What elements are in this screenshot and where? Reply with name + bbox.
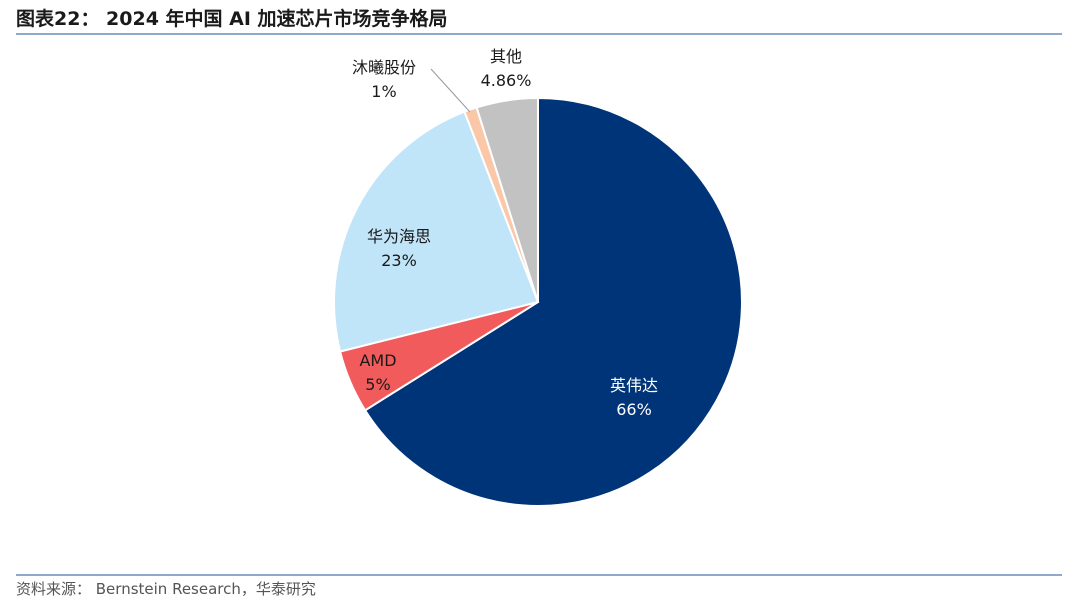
slice-value-label: 23% bbox=[381, 251, 417, 270]
slice-value-label: 66% bbox=[616, 400, 652, 419]
data-labels: 英伟达 66% AMD 5% 华为海思 23% 沐曦股份 1% 其他 4.86% bbox=[352, 47, 658, 419]
footer-divider bbox=[16, 574, 1062, 576]
slice-value-label: 1% bbox=[371, 82, 396, 101]
figure-title: 图表22： 2024 年中国 AI 加速芯片市场竞争格局 bbox=[16, 8, 448, 30]
slice-category-label: 英伟达 bbox=[610, 376, 658, 395]
leader-line bbox=[430, 68, 471, 113]
slice-category-label: 其他 bbox=[490, 47, 522, 66]
slice-value-label: 4.86% bbox=[481, 71, 532, 90]
pie-slice-5 bbox=[475, 96, 539, 303]
source-note: 资料来源： Bernstein Research，华泰研究 bbox=[16, 580, 316, 598]
pie-slice-1 bbox=[363, 96, 743, 507]
leader-lines bbox=[430, 68, 471, 113]
pie-slices bbox=[333, 96, 743, 507]
slice-category-label: 沐曦股份 bbox=[352, 58, 416, 77]
slice-category-label: 华为海思 bbox=[367, 227, 431, 246]
slice-value-label: 5% bbox=[365, 375, 390, 394]
pie-chart: 英伟达 66% AMD 5% 华为海思 23% 沐曦股份 1% 其他 4.86% bbox=[333, 47, 743, 507]
slice-category-label: AMD bbox=[359, 351, 396, 370]
title-divider bbox=[16, 33, 1062, 35]
